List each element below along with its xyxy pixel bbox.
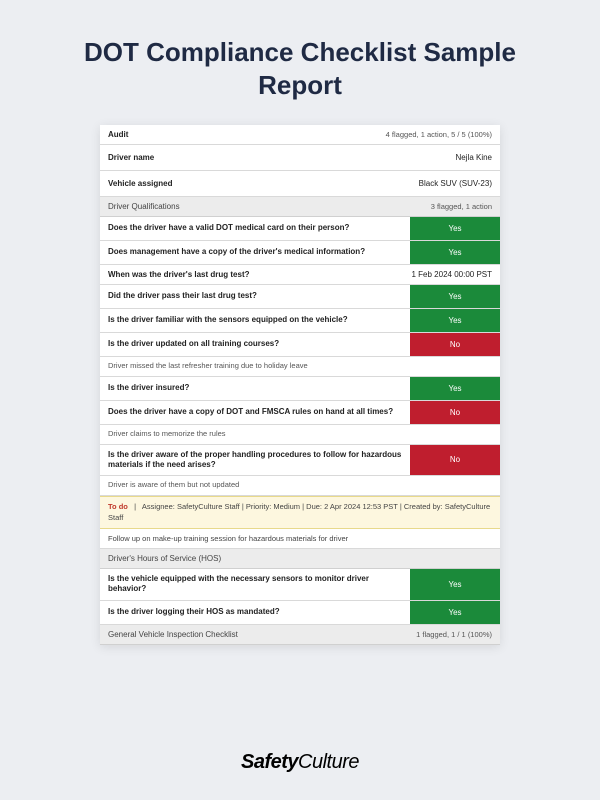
section-title: Driver Qualifications — [108, 202, 180, 211]
todo-label: To do — [108, 502, 128, 511]
question-text: Does the driver have a copy of DOT and F… — [100, 401, 410, 424]
section-hos: Driver's Hours of Service (HOS) — [100, 549, 500, 569]
todo-separator: | — [130, 502, 140, 511]
answer-badge-no: No — [410, 445, 500, 476]
answer-badge-yes: Yes — [410, 241, 500, 264]
vehicle-row: Vehicle assigned Black SUV (SUV-23) — [100, 171, 500, 197]
question-row: Does the driver have a copy of DOT and F… — [100, 401, 500, 425]
driver-name-label: Driver name — [108, 153, 456, 163]
question-row: Does management have a copy of the drive… — [100, 241, 500, 265]
section-driver-qualifications: Driver Qualifications 3 flagged, 1 actio… — [100, 197, 500, 217]
todo-followup: Follow up on make-up training session fo… — [100, 529, 500, 549]
todo-box: To do | Assignee: SafetyCulture Staff | … — [100, 496, 500, 529]
question-note: Driver missed the last refresher trainin… — [100, 357, 500, 377]
question-text: Is the driver familiar with the sensors … — [100, 309, 410, 332]
answer-badge-no: No — [410, 333, 500, 356]
report-sheet: Audit 4 flagged, 1 action, 5 / 5 (100%) … — [100, 125, 500, 645]
question-text: When was the driver's last drug test? — [108, 270, 412, 280]
question-note: Driver is aware of them but not updated — [100, 476, 500, 496]
question-row: Is the driver logging their HOS as manda… — [100, 601, 500, 625]
answer-badge-yes: Yes — [410, 309, 500, 332]
answer-badge-no: No — [410, 401, 500, 424]
question-text: Did the driver pass their last drug test… — [100, 285, 410, 308]
question-text: Does the driver have a valid DOT medical… — [100, 217, 410, 240]
audit-summary: 4 flagged, 1 action, 5 / 5 (100%) — [386, 130, 492, 139]
audit-header-row: Audit 4 flagged, 1 action, 5 / 5 (100%) — [100, 125, 500, 145]
answer-badge-yes: Yes — [410, 217, 500, 240]
vehicle-value: Black SUV (SUV-23) — [419, 179, 492, 188]
question-text: Is the driver updated on all training co… — [100, 333, 410, 356]
question-text: Is the driver logging their HOS as manda… — [100, 601, 410, 624]
question-row: Is the driver familiar with the sensors … — [100, 309, 500, 333]
answer-badge-yes: Yes — [410, 377, 500, 400]
question-row: Is the driver updated on all training co… — [100, 333, 500, 357]
section-summary: 3 flagged, 1 action — [431, 202, 492, 211]
question-row: Does the driver have a valid DOT medical… — [100, 217, 500, 241]
audit-label: Audit — [108, 130, 386, 140]
question-row-text: When was the driver's last drug test? 1 … — [100, 265, 500, 285]
vehicle-label: Vehicle assigned — [108, 179, 419, 189]
question-text: Is the vehicle equipped with the necessa… — [100, 569, 410, 600]
driver-name-value: Nejla Kine — [456, 153, 492, 162]
driver-name-row: Driver name Nejla Kine — [100, 145, 500, 171]
answer-badge-yes: Yes — [410, 285, 500, 308]
section-inspection: General Vehicle Inspection Checklist 1 f… — [100, 625, 500, 645]
todo-meta: Assignee: SafetyCulture Staff | Priority… — [108, 502, 490, 522]
brand-logo: SafetyCulture — [0, 751, 600, 774]
page-title: DOT Compliance Checklist Sample Report — [0, 0, 600, 125]
question-value: 1 Feb 2024 00:00 PST — [412, 270, 493, 279]
question-text: Is the driver insured? — [100, 377, 410, 400]
question-row: Is the driver insured? Yes — [100, 377, 500, 401]
question-row: Did the driver pass their last drug test… — [100, 285, 500, 309]
section-summary: 1 flagged, 1 / 1 (100%) — [416, 630, 492, 639]
brand-bold: Safety — [241, 751, 298, 773]
question-text: Is the driver aware of the proper handli… — [100, 445, 410, 476]
question-note: Driver claims to memorize the rules — [100, 425, 500, 445]
answer-badge-yes: Yes — [410, 569, 500, 600]
question-text: Does management have a copy of the drive… — [100, 241, 410, 264]
brand-light: Culture — [298, 751, 359, 773]
question-row: Is the vehicle equipped with the necessa… — [100, 569, 500, 601]
question-row: Is the driver aware of the proper handli… — [100, 445, 500, 477]
answer-badge-yes: Yes — [410, 601, 500, 624]
section-title: Driver's Hours of Service (HOS) — [108, 554, 221, 563]
section-title: General Vehicle Inspection Checklist — [108, 630, 238, 639]
